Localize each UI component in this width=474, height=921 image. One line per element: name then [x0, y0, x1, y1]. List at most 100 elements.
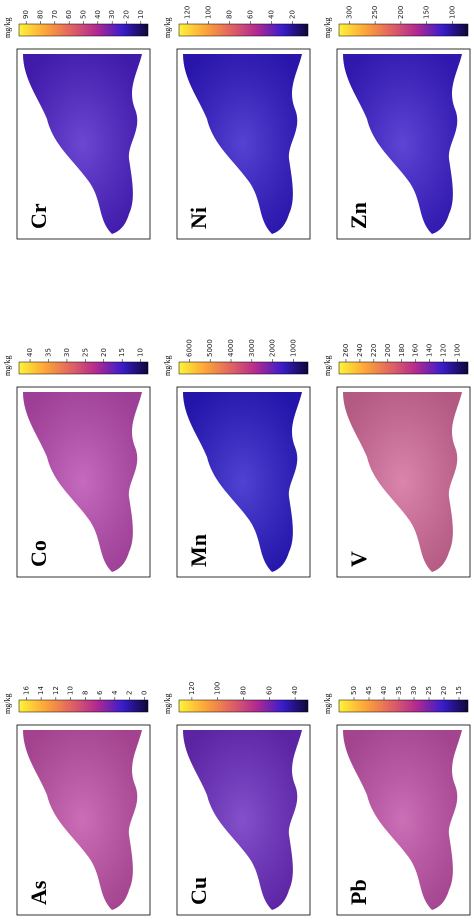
- colorbar-tick-label: 14: [37, 686, 45, 695]
- colorbar: [338, 361, 469, 375]
- colorbar-tick-label: 200: [397, 6, 405, 19]
- colorbar-tick-label: 80: [240, 686, 248, 695]
- colorbar-tick-label: 120: [188, 682, 196, 695]
- colorbar-tick-label: 140: [426, 344, 434, 357]
- colorbar-tick-label: 220: [370, 344, 378, 357]
- colorbar-tick-label: 35: [395, 686, 403, 695]
- colorbar-tick-label: 0: [140, 691, 148, 695]
- unit-label: mg/kg: [163, 356, 172, 376]
- colorbar: [18, 361, 149, 375]
- map-shade: [343, 730, 462, 910]
- colorbar-tick-label: 15: [455, 686, 463, 695]
- figure-body: As mg/kg 0 2 4 6 8 10 12 14 16 Cu mg/kg 40 60 80 100 120 P…: [3, 6, 471, 916]
- colorbar-tick-label: 90: [22, 10, 30, 19]
- colorbar-tick-label: 6: [96, 690, 104, 695]
- colorbar-tick-label: 160: [412, 344, 420, 357]
- map-shade: [23, 392, 142, 572]
- colorbar-tick-label: 150: [423, 6, 431, 19]
- map-shade: [183, 54, 302, 234]
- element-label: Ni: [186, 207, 211, 229]
- colorbar-tick-label: 60: [265, 686, 273, 695]
- map-panel: Cr mg/kg 10 20 30 40 50 60 70 80 90: [3, 10, 151, 240]
- colorbar-tick-label: 16: [22, 686, 30, 695]
- colorbar-tick-label: 250: [371, 6, 379, 19]
- colorbar-tick-label: 40: [380, 686, 388, 695]
- colorbar-tick-label: 10: [137, 348, 145, 357]
- colorbar-tick-label: 3000: [248, 339, 256, 357]
- colorbar-tick-label: 80: [37, 10, 45, 19]
- colorbar: [18, 23, 149, 37]
- map-panel: Mn mg/kg 1000 2000 3000 4000 5000 6000: [163, 339, 311, 578]
- colorbar-tick-label: 120: [183, 6, 191, 19]
- colorbar-tick-label: 180: [398, 344, 406, 357]
- unit-label: mg/kg: [163, 18, 172, 38]
- unit-label: mg/kg: [323, 694, 332, 714]
- map-shade: [23, 730, 142, 910]
- colorbar-tick-label: 4: [111, 690, 119, 695]
- colorbar-tick-label: 15: [118, 348, 126, 357]
- unit-label: mg/kg: [323, 356, 332, 376]
- map-panel: Zn mg/kg 100 150 200 250 300: [323, 6, 471, 240]
- colorbar-tick-label: 35: [44, 348, 52, 357]
- colorbar-tick-label: 70: [51, 10, 59, 19]
- map-shade: [183, 392, 302, 572]
- map-shade: [343, 392, 462, 572]
- element-label: Cu: [186, 877, 211, 905]
- colorbar-tick-label: 20: [440, 686, 448, 695]
- map-shade: [183, 730, 302, 910]
- element-label: Pb: [346, 879, 371, 905]
- colorbar-tick-label: 25: [425, 686, 433, 695]
- unit-label: mg/kg: [3, 694, 12, 714]
- colorbar-tick-label: 200: [384, 344, 392, 357]
- colorbar-tick-label: 100: [204, 6, 212, 19]
- colorbar-tick-label: 30: [63, 348, 71, 357]
- colorbar-tick-label: 80: [225, 10, 233, 19]
- colorbar: [178, 23, 309, 37]
- colorbar-tick-label: 240: [356, 344, 364, 357]
- map-panel: Cu mg/kg 40 60 80 100 120: [163, 682, 311, 916]
- colorbar-tick-label: 40: [26, 348, 34, 357]
- colorbar-tick-label: 25: [81, 348, 89, 357]
- colorbar-tick-label: 12: [52, 686, 60, 695]
- colorbar-tick-label: 10: [67, 686, 75, 695]
- colorbar-tick-label: 40: [94, 10, 102, 19]
- colorbar-tick-label: 20: [123, 10, 131, 19]
- colorbar-tick-label: 2000: [269, 339, 277, 357]
- colorbar-tick-label: 100: [454, 344, 462, 357]
- colorbar-tick-label: 50: [80, 10, 88, 19]
- colorbar-tick-label: 100: [449, 6, 457, 19]
- colorbar-tick-label: 60: [65, 10, 73, 19]
- colorbar: [178, 361, 309, 375]
- unit-label: mg/kg: [163, 694, 172, 714]
- element-label: Cr: [26, 203, 51, 229]
- colorbar-tick-label: 20: [100, 348, 108, 357]
- colorbar: [18, 699, 149, 713]
- element-label: Mn: [186, 534, 211, 567]
- colorbar-tick-label: 1000: [289, 339, 297, 357]
- colorbar: [338, 23, 469, 37]
- colorbar-tick-label: 40: [267, 10, 275, 19]
- colorbar-tick-label: 20: [288, 10, 296, 19]
- element-label: Zn: [346, 202, 371, 229]
- element-label: V: [346, 551, 371, 567]
- colorbar-tick-label: 8: [81, 691, 89, 695]
- map-panel: Pb mg/kg 15 20 25 30 35 40 45 50: [323, 686, 471, 916]
- unit-label: mg/kg: [323, 18, 332, 38]
- colorbar-tick-label: 100: [214, 682, 222, 695]
- map-shade: [343, 54, 462, 234]
- colorbar-tick-label: 6000: [185, 339, 193, 357]
- colorbar-tick-label: 30: [410, 686, 418, 695]
- colorbar: [338, 699, 469, 713]
- colorbar-tick-label: 50: [350, 686, 358, 695]
- colorbar-tick-label: 5000: [206, 339, 214, 357]
- colorbar-tick-label: 10: [137, 10, 145, 19]
- element-label: Co: [26, 540, 51, 567]
- colorbar: [178, 699, 309, 713]
- colorbar-tick-label: 4000: [227, 339, 235, 357]
- map-panel: As mg/kg 0 2 4 6 8 10 12 14 16: [3, 686, 151, 916]
- map-shade: [23, 54, 142, 234]
- unit-label: mg/kg: [3, 356, 12, 376]
- colorbar-tick-label: 60: [246, 10, 254, 19]
- colorbar-tick-label: 30: [108, 10, 116, 19]
